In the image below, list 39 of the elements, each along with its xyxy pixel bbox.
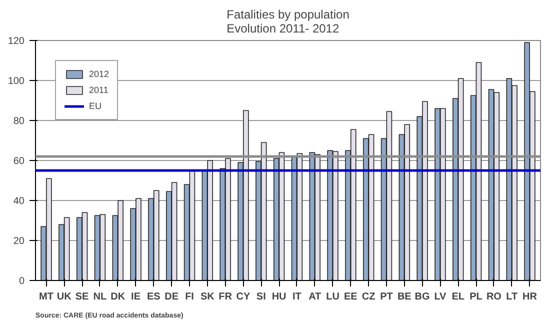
x-tick-label: EL	[452, 292, 465, 302]
x-tick-label: FI	[185, 292, 194, 302]
x-tick-label: EE	[344, 292, 358, 302]
legend-label: 2012	[89, 69, 110, 79]
x-tick-label: SE	[75, 292, 90, 302]
x-tick-label: SK	[200, 292, 216, 302]
x-tick-label: LU	[326, 292, 340, 302]
x-tick-label: BG	[414, 292, 430, 302]
x-tick-label: LV	[434, 292, 447, 302]
x-tick-label: LT	[506, 292, 518, 302]
x-tick-label: MT	[39, 292, 54, 302]
x-tick-label: ES	[147, 292, 161, 302]
x-tick-label: SI	[256, 292, 266, 302]
legend-label: 2011	[89, 85, 109, 95]
x-tick-label: CY	[236, 292, 251, 302]
x-tick-label: PT	[380, 292, 393, 302]
x-tick-label: DE	[164, 292, 179, 302]
x-tick-label: CZ	[362, 292, 376, 302]
x-tick-label: AT	[308, 292, 322, 302]
y-tick-label: 100	[8, 76, 25, 87]
x-tick-label: RO	[486, 292, 502, 302]
x-tick-label: UK	[56, 292, 72, 302]
x-tick-label: NL	[93, 292, 107, 302]
y-tick-label: 20	[13, 236, 25, 247]
x-tick-label: FR	[218, 292, 233, 302]
legend-label: EU	[89, 101, 103, 111]
x-tick-label: IE	[131, 292, 141, 302]
y-tick-label: 60	[13, 156, 25, 167]
y-tick-label: 120	[8, 36, 25, 47]
y-tick-label: 0	[18, 276, 25, 287]
chart-title: Fatalities by population Evolution 2011- 2012	[226, 8, 350, 36]
x-tick-label: HU	[272, 292, 286, 302]
x-tick-label: BE	[397, 292, 412, 302]
x-tick-label: PL	[470, 292, 482, 302]
y-tick-label: 40	[13, 196, 25, 207]
x-tick-label: IT	[292, 292, 302, 302]
x-tick-label: HR	[522, 292, 538, 302]
x-tick-label: DK	[110, 292, 126, 302]
y-tick-label: 80	[13, 116, 25, 127]
